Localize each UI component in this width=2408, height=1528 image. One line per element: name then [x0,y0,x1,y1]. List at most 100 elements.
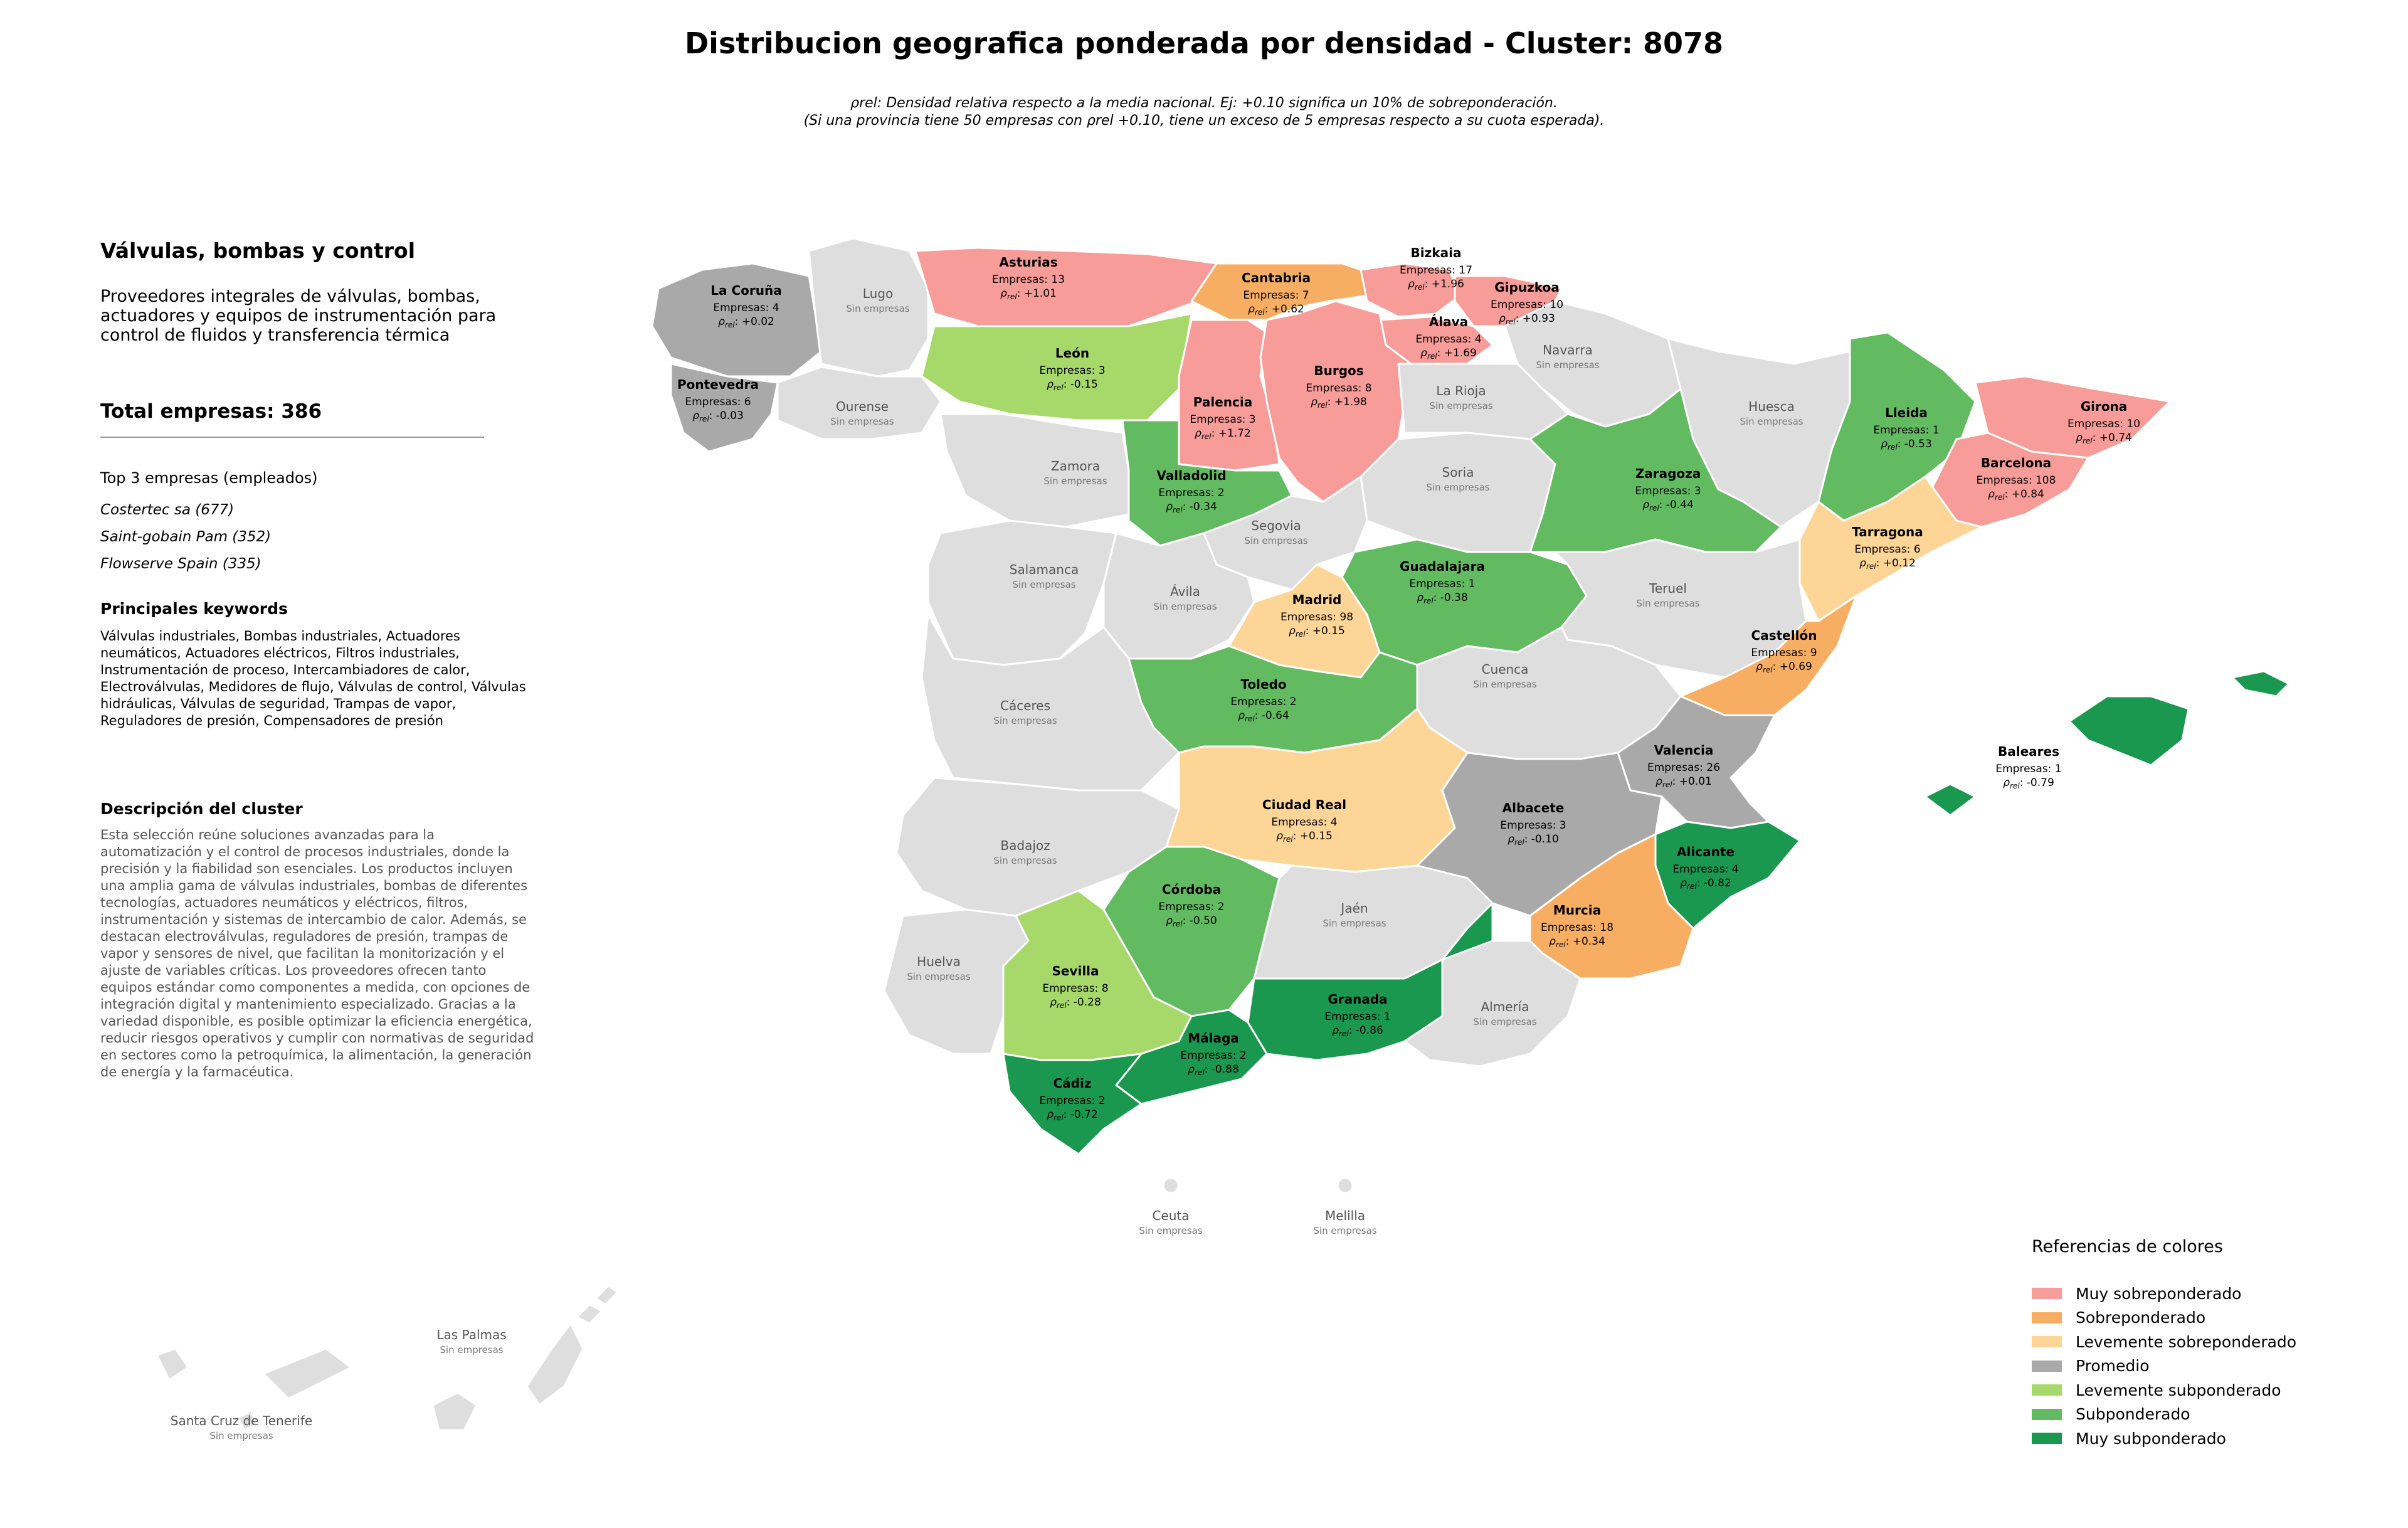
province-label-la-rioja: La Rioja Sin empresas [1429,383,1492,411]
total-companies: Total empresas: 386 [100,400,322,423]
province-label-las-palmas: Las Palmas Sin empresas [436,1327,506,1356]
province-name: Salamanca [1010,562,1079,577]
province-name: La Coruña [710,283,781,298]
province-lugo [808,237,929,378]
province-rho: ρrel: +1.98 [1311,396,1367,410]
province-rho: ρrel: -0.38 [1417,592,1468,605]
province-label-la-coruna: La Coruña Empresas: 4 ρrel: +0.02 [710,283,781,329]
province-count: Empresas: 3 [1635,485,1701,497]
province-empty-note: Sin empresas [993,855,1057,866]
province-zaragoza [1529,388,1782,553]
province-rho: ρrel: +1.01 [1000,287,1057,301]
province-label-salamanca: Salamanca Sin empresas [1010,562,1079,590]
province-count: Empresas: 4 [1271,816,1337,829]
legend-label: Levemente sobreponderado [2076,1332,2297,1351]
province-empty-note: Sin empresas [1323,918,1386,929]
province-name: Valladolid [1156,468,1226,483]
province-label-santa-cruz: Santa Cruz de Tenerife Sin empresas [171,1413,312,1441]
province-name: Madrid [1292,592,1342,607]
legend-swatch [2032,1336,2062,1348]
province-label-ceuta: Ceuta Sin empresas [1139,1208,1202,1236]
legend-swatch [2032,1433,2062,1445]
province-name: La Rioja [1436,383,1486,398]
province-rho: ρrel: +0.02 [718,316,774,329]
province-name: Toledo [1240,677,1286,692]
province-name: Granada [1328,992,1387,1007]
cluster-heading: Válvulas, bombas y control [100,238,416,263]
province-count: Empresas: 8 [1306,382,1371,395]
page-title: Distribucion geografica ponderada por de… [685,26,1723,60]
province-label-segovia: Segovia Sin empresas [1244,518,1307,546]
province-name: Santa Cruz de Tenerife [171,1413,312,1428]
province-name: Teruel [1649,581,1687,596]
province-count: Empresas: 13 [992,273,1065,286]
province-name: Ceuta [1152,1208,1189,1223]
province-name: Cádiz [1054,1076,1092,1091]
province-name: Guadalajara [1400,559,1485,574]
province-rho: ρrel: -0.44 [1642,499,1694,512]
province-rho: ρrel: +0.93 [1499,312,1555,326]
province-name: Sevilla [1052,963,1099,979]
province-count: Empresas: 8 [1042,982,1108,995]
province-label-cordoba: Córdoba Empresas: 2 ρrel: -0.50 [1158,882,1224,928]
province-empty-note: Sin empresas [830,416,894,427]
province-label-valladolid: Valladolid Empresas: 2 ρrel: -0.34 [1156,468,1226,514]
keywords-text: Válvulas industriales, Bombas industrial… [100,629,526,728]
province-label-badajoz: Badajoz Sin empresas [993,838,1057,866]
province-count: Empresas: 4 [1415,333,1481,346]
province-shapes [156,237,2290,1431]
province-count: Empresas: 1 [1873,424,1939,437]
province-empty-note: Sin empresas [1429,400,1492,411]
province-name: Melilla [1325,1208,1365,1223]
province-count: Empresas: 2 [1039,1095,1105,1107]
province-empty-note: Sin empresas [907,971,970,982]
province-name: Pontevedra [677,377,759,392]
legend-title: Referencias de colores [2032,1237,2223,1256]
province-rho: ρrel: +0.62 [1248,303,1304,317]
province-name: Zamora [1051,459,1100,474]
province-rho: ρrel: -0.10 [1508,833,1559,847]
province-name: Tarragona [1852,524,1923,539]
top3-item: Costertec sa (677) [100,502,235,518]
province-name: Gipuzkoa [1494,280,1559,295]
subtitle-line-2: (Si una provincia tiene 50 empresas con … [803,113,1605,129]
province-name: Barcelona [1981,455,2051,470]
province-count: Empresas: 1 [1995,763,2061,775]
province-name: Cantabria [1242,270,1311,285]
province-name: Jaén [1339,901,1368,916]
province-empty-note: Sin empresas [440,1344,503,1356]
province-label-pontevedra: Pontevedra Empresas: 6 ρrel: -0.03 [677,377,759,423]
province-rho: ρrel: -0.28 [1050,996,1101,1010]
province-name: Navarra [1543,342,1593,358]
province-count: Empresas: 26 [1647,761,1720,774]
keywords-title: Principales keywords [100,600,288,618]
legend-swatch [2032,1288,2062,1300]
province-name: Córdoba [1162,882,1221,897]
province-count: Empresas: 2 [1230,696,1296,708]
legend-item: Muy sobreponderado [2032,1281,2358,1306]
province-label-guadalajara: Guadalajara Empresas: 1 ρrel: -0.38 [1400,559,1485,605]
province-empty-note: Sin empresas [846,303,909,314]
legend-item: Levemente sobreponderado [2032,1330,2358,1354]
province-rho: ρrel: -0.34 [1166,501,1217,514]
province-count: Empresas: 9 [1751,647,1817,659]
province-rho: ρrel: +0.84 [1988,488,2044,502]
province-count: Empresas: 18 [1541,921,1613,934]
province-count: Empresas: 3 [1190,413,1255,426]
province-empty-note: Sin empresas [1244,535,1307,546]
legend-label: Sobreponderado [2076,1308,2206,1327]
subtitle-line-1: ρrel: Densidad relativa respecto a la me… [850,95,1558,111]
province-label-lugo: Lugo Sin empresas [846,286,909,314]
province-empty-note: Sin empresas [1473,1016,1536,1027]
province-name: Lugo [863,286,893,301]
province-name: Ávila [1170,584,1200,599]
province-rho: ρrel: +1.72 [1195,427,1251,441]
